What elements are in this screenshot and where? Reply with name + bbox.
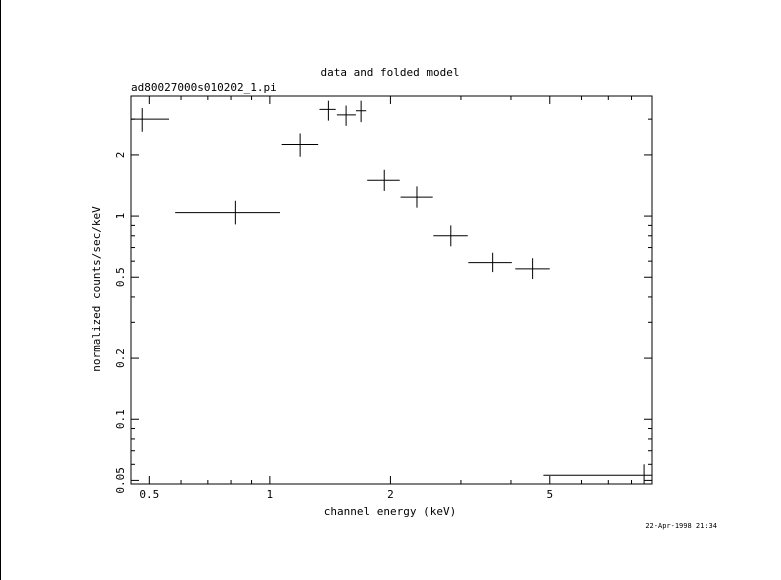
data-point bbox=[515, 258, 550, 280]
y-axis-label: normalized counts/sec/keV bbox=[90, 206, 103, 372]
data-point bbox=[367, 169, 400, 191]
y-tick-label: 0.5 bbox=[114, 267, 127, 287]
chart-title: data and folded model bbox=[320, 66, 459, 79]
y-tick-label: 0.2 bbox=[114, 348, 127, 368]
x-tick-label: 5 bbox=[546, 488, 553, 501]
chart-subtitle: ad80027000s010202_1.pi bbox=[131, 81, 277, 94]
y-tick-label: 0.1 bbox=[114, 409, 127, 429]
x-tick-label: 0.5 bbox=[139, 488, 159, 501]
plot-frame bbox=[130, 95, 653, 485]
data-point bbox=[281, 133, 319, 157]
data-point bbox=[400, 186, 433, 208]
data-point bbox=[468, 252, 512, 273]
data-points bbox=[131, 100, 652, 484]
data-point bbox=[433, 225, 468, 247]
x-tick-label: 1 bbox=[267, 488, 274, 501]
data-point bbox=[131, 108, 170, 132]
x-axis-label: channel energy (keV) bbox=[324, 505, 456, 518]
data-point bbox=[175, 200, 281, 225]
axis-ticks: 0.5 1 2 5 0.05 0.1 0.2 0.5 1 2 bbox=[114, 96, 653, 501]
window-left-border bbox=[0, 0, 1, 580]
x-tick-label: 2 bbox=[387, 488, 394, 501]
timestamp: 22-Apr-1998 21:34 bbox=[645, 522, 717, 530]
data-point bbox=[543, 464, 652, 484]
data-point bbox=[336, 105, 356, 126]
data-point bbox=[355, 100, 367, 123]
y-tick-label: 1 bbox=[114, 213, 127, 220]
y-tick-label: 2 bbox=[114, 152, 127, 159]
data-point bbox=[319, 100, 336, 121]
y-tick-label: 0.05 bbox=[114, 467, 127, 494]
